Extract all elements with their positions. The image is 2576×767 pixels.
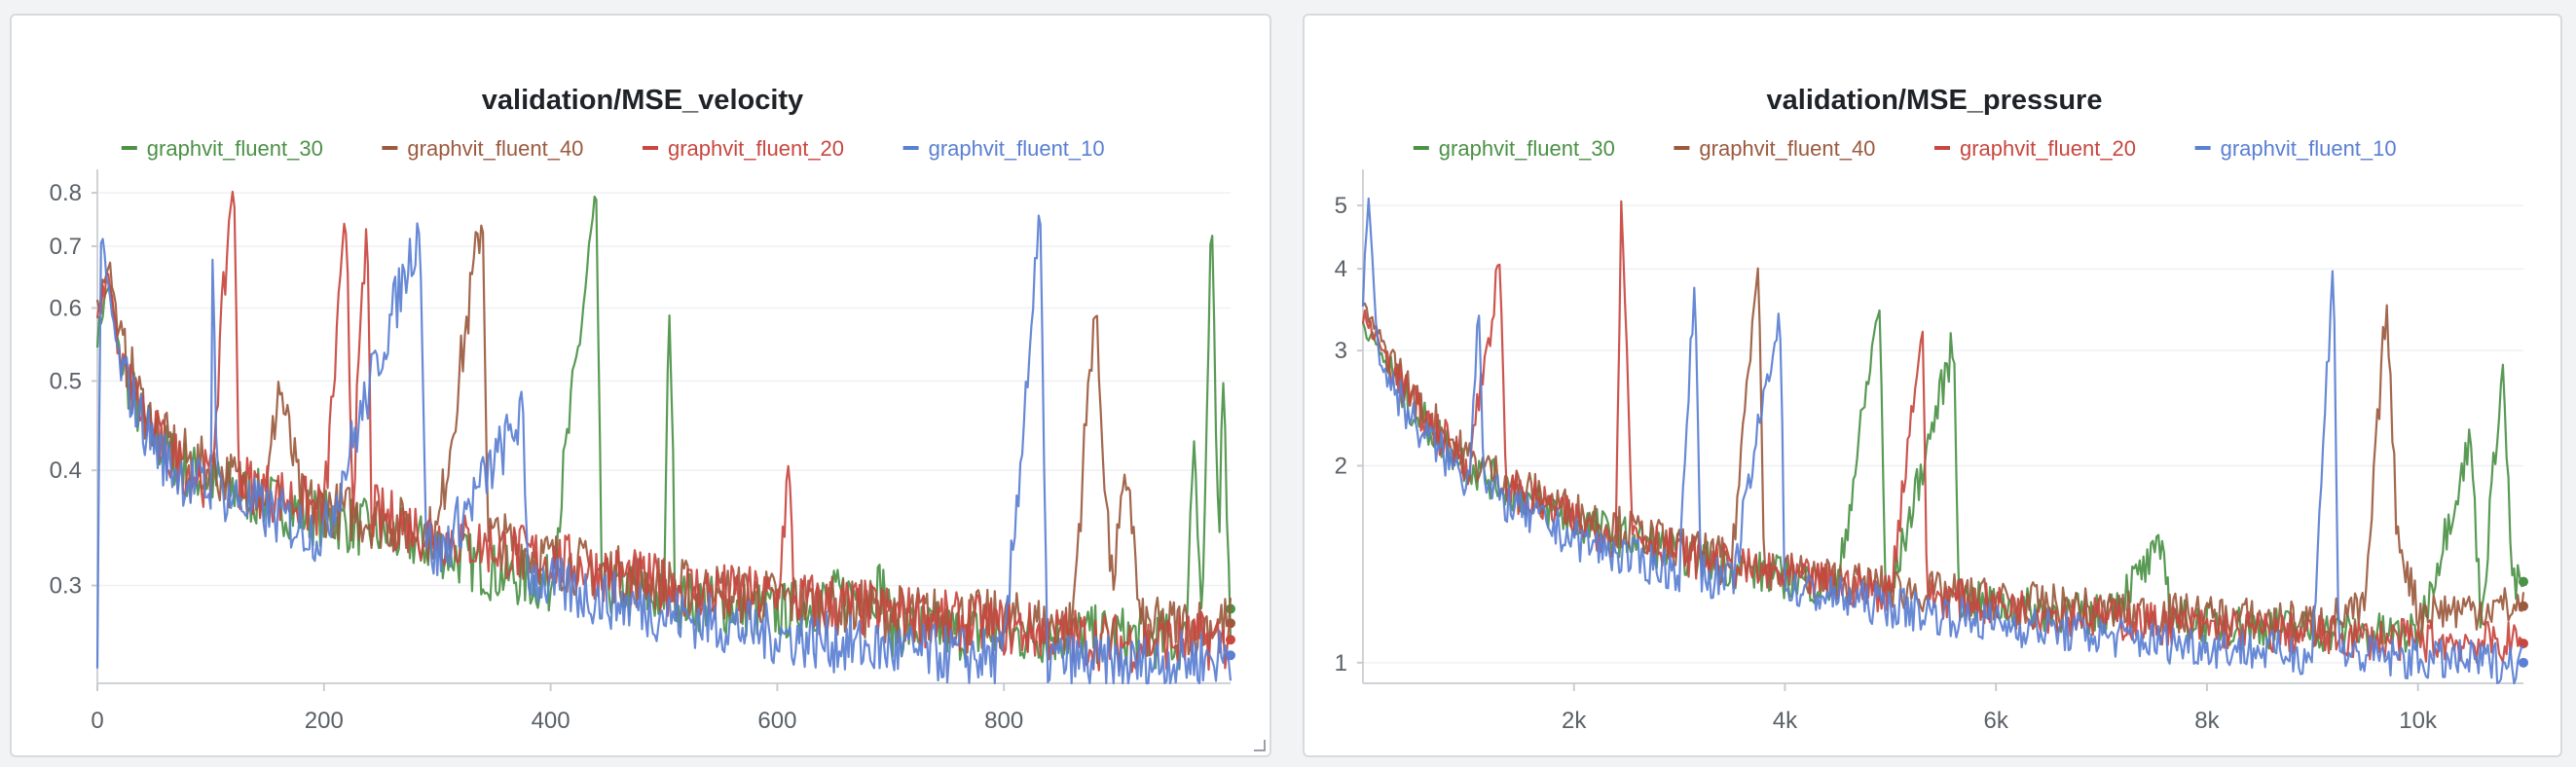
x-tick-label: 200	[305, 708, 344, 734]
series-lines	[1361, 197, 2528, 685]
y-tick-label: 3	[1335, 338, 1347, 364]
y-tick-label: 5	[1335, 193, 1347, 219]
y-tick-label: 0.7	[50, 234, 82, 260]
series-line-graphvit_fluent_20[interactable]	[1361, 200, 2525, 664]
series-line-graphvit_fluent_10[interactable]	[1361, 197, 2524, 685]
y-tick-label: 0.3	[50, 573, 82, 600]
y-tick-label: 1	[1335, 650, 1347, 676]
legend[interactable]: graphvit_fluent_30 graphvit_fluent_40 grap…	[1413, 136, 2397, 161]
legend-item-graphvit_fluent_30[interactable]: graphvit_fluent_30	[1413, 136, 1615, 161]
series-end-marker	[1226, 635, 1235, 645]
x-tick-label: 800	[984, 708, 1023, 734]
series-end-marker	[2519, 576, 2528, 587]
axes	[1362, 169, 2523, 684]
legend-item-graphvit_fluent_20[interactable]: graphvit_fluent_20	[643, 136, 844, 161]
x-tick-label: 6k	[1984, 708, 2009, 734]
legend-label: graphvit_fluent_30	[1439, 136, 1615, 161]
legend-item-graphvit_fluent_10[interactable]: graphvit_fluent_10	[902, 136, 1105, 161]
series-end-marker	[1226, 650, 1235, 661]
x-tick-label: 4k	[1773, 708, 1798, 734]
x-tick-label: 10k	[2399, 708, 2438, 734]
x-tick-label: 2k	[1562, 708, 1587, 734]
resize-handle[interactable]	[1254, 740, 1266, 751]
grid-lines	[97, 192, 1231, 587]
y-tick-label: 0.8	[50, 180, 82, 206]
y-ticks: 1 2 3 4 5	[1335, 193, 1363, 676]
pressure-chart-panel: 1 2 3 4 5 2k 4k 6k 8k 10k validation/MSE_pressur…	[1303, 14, 2562, 757]
legend-label: graphvit_fluent_30	[147, 136, 323, 161]
y-tick-label: 4	[1335, 256, 1347, 282]
y-ticks: 0.3 0.4 0.5 0.6 0.7 0.8	[50, 180, 97, 600]
velocity-chart-panel: 0.3 0.4 0.5 0.6 0.7 0.8 0 200 400 600 800 validat…	[10, 14, 1271, 757]
series-end-marker	[2519, 639, 2528, 649]
series-line-graphvit_fluent_40[interactable]	[1362, 267, 2525, 642]
x-tick-label: 600	[757, 708, 796, 734]
series-end-marker	[1226, 618, 1235, 629]
legend-item-graphvit_fluent_20[interactable]: graphvit_fluent_20	[1934, 136, 2136, 161]
y-tick-label: 0.5	[50, 368, 82, 394]
legend-item-graphvit_fluent_40[interactable]: graphvit_fluent_40	[382, 136, 583, 161]
series-line-graphvit_fluent_40[interactable]	[95, 224, 1233, 656]
legend-item-graphvit_fluent_40[interactable]: graphvit_fluent_40	[1674, 136, 1875, 161]
series-end-marker	[2519, 657, 2528, 668]
legend-item-graphvit_fluent_30[interactable]: graphvit_fluent_30	[121, 136, 323, 161]
x-ticks: 0 200 400 600 800	[91, 683, 1023, 734]
legend-label: graphvit_fluent_20	[1960, 136, 2136, 161]
chart-title: validation/MSE_velocity	[482, 85, 803, 116]
pressure-chart: 1 2 3 4 5 2k 4k 6k 8k 10k validation/MSE_pressur…	[1335, 85, 2528, 734]
velocity-chart: 0.3 0.4 0.5 0.6 0.7 0.8 0 200 400 600 800 validat…	[50, 85, 1235, 734]
legend-label: graphvit_fluent_20	[668, 136, 844, 161]
legend-label: graphvit_fluent_10	[2221, 136, 2397, 161]
legend-label: graphvit_fluent_10	[929, 136, 1105, 161]
y-tick-label: 2	[1335, 454, 1347, 480]
x-tick-label: 8k	[2194, 708, 2220, 734]
legend-item-graphvit_fluent_10[interactable]: graphvit_fluent_10	[2194, 136, 2397, 161]
y-tick-label: 0.6	[50, 295, 82, 321]
x-ticks: 2k 4k 6k 8k 10k	[1562, 683, 2438, 734]
series-end-marker	[2519, 601, 2528, 611]
legend[interactable]: graphvit_fluent_30 graphvit_fluent_40 grap…	[121, 136, 1105, 161]
grid-lines	[1363, 204, 2523, 664]
series-line-graphvit_fluent_10[interactable]	[95, 214, 1233, 685]
chart-title: validation/MSE_pressure	[1767, 85, 2103, 116]
x-tick-label: 0	[91, 708, 103, 734]
y-tick-label: 0.4	[50, 457, 82, 484]
series-lines	[95, 190, 1235, 685]
x-tick-label: 400	[532, 708, 570, 734]
legend-label: graphvit_fluent_40	[1699, 136, 1875, 161]
legend-label: graphvit_fluent_40	[407, 136, 583, 161]
series-line-graphvit_fluent_30[interactable]	[95, 195, 1233, 671]
